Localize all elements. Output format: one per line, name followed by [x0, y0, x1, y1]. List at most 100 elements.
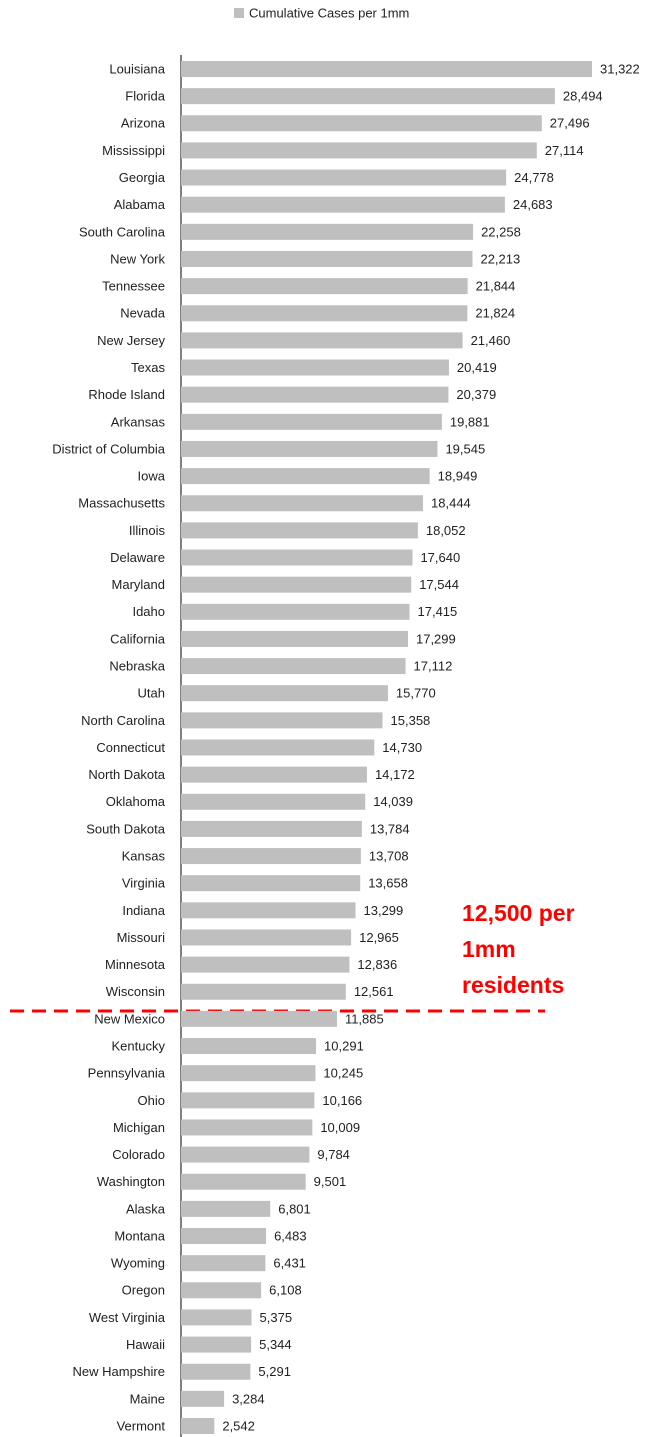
- value-label: 12,965: [359, 930, 399, 945]
- category-label: Alabama: [114, 197, 166, 212]
- category-label: Utah: [138, 686, 165, 701]
- category-label: Oregon: [122, 1283, 165, 1298]
- category-label: Tennessee: [102, 279, 165, 294]
- category-label: North Carolina: [81, 713, 166, 728]
- value-label: 13,708: [369, 848, 409, 863]
- bar: [181, 386, 449, 403]
- value-label: 14,039: [373, 794, 413, 809]
- category-label: New York: [110, 251, 165, 266]
- bar: [181, 820, 362, 837]
- value-label: 18,052: [426, 523, 466, 538]
- value-label: 17,299: [416, 631, 456, 646]
- value-label: 18,444: [431, 496, 471, 511]
- category-label: Alaska: [126, 1201, 166, 1216]
- bar: [181, 712, 383, 729]
- category-label: Idaho: [132, 604, 165, 619]
- value-label: 14,172: [375, 767, 415, 782]
- bar: [181, 1010, 337, 1027]
- value-label: 20,379: [456, 387, 496, 402]
- category-label: Maine: [130, 1391, 165, 1406]
- bar: [181, 875, 361, 892]
- value-label: 14,730: [382, 740, 422, 755]
- bar: [181, 440, 438, 457]
- bar: [181, 549, 413, 566]
- category-label: Maryland: [112, 577, 165, 592]
- bar: [181, 61, 592, 77]
- category-label: South Dakota: [86, 821, 166, 836]
- bar: [181, 1309, 252, 1326]
- category-label: Minnesota: [105, 957, 166, 972]
- value-label: 27,496: [550, 116, 590, 131]
- value-label: 13,299: [364, 903, 404, 918]
- bar: [181, 250, 473, 267]
- category-label: Kentucky: [112, 1038, 166, 1053]
- value-label: 13,658: [368, 876, 408, 891]
- value-label: 28,494: [563, 89, 603, 104]
- bar: [181, 766, 367, 783]
- bar: [181, 1418, 215, 1434]
- bar: [181, 848, 361, 865]
- category-label: Louisiana: [109, 61, 165, 76]
- category-label: Delaware: [110, 550, 165, 565]
- category-label: Wyoming: [111, 1256, 165, 1271]
- value-label: 2,542: [222, 1418, 255, 1433]
- bar: [181, 169, 507, 186]
- category-label: New Jersey: [97, 333, 165, 348]
- category-label: Iowa: [138, 469, 166, 484]
- category-label: Vermont: [117, 1418, 166, 1433]
- category-label: Arizona: [121, 116, 166, 131]
- value-label: 6,431: [273, 1256, 306, 1271]
- value-label: 10,166: [322, 1093, 362, 1108]
- category-label: Rhode Island: [88, 387, 165, 402]
- value-label: 9,501: [314, 1174, 347, 1189]
- value-label: 24,683: [513, 197, 553, 212]
- bar: [181, 196, 505, 213]
- category-label: New Mexico: [94, 1011, 165, 1026]
- value-label: 10,291: [324, 1038, 364, 1053]
- value-label: 10,245: [323, 1066, 363, 1081]
- bar: [181, 468, 430, 485]
- value-label: 9,784: [317, 1147, 350, 1162]
- category-label: Nevada: [120, 306, 166, 321]
- bar: [181, 1200, 271, 1217]
- category-label: Ohio: [138, 1093, 165, 1108]
- bar: [181, 956, 350, 973]
- category-label: Florida: [125, 89, 166, 104]
- bar: [181, 658, 406, 675]
- bar: [181, 522, 418, 539]
- bar: [181, 1390, 225, 1407]
- bar: [181, 630, 408, 647]
- value-label: 21,824: [475, 306, 515, 321]
- bar: [181, 359, 449, 376]
- bar: [181, 1146, 310, 1163]
- bar: [181, 1255, 266, 1272]
- value-label: 17,544: [419, 577, 459, 592]
- bar: [181, 142, 537, 159]
- value-label: 5,344: [259, 1337, 292, 1352]
- category-label: Missouri: [117, 930, 166, 945]
- value-label: 15,770: [396, 686, 436, 701]
- category-label: Massachusetts: [78, 496, 165, 511]
- value-label: 13,784: [370, 821, 410, 836]
- value-label: 19,545: [445, 441, 485, 456]
- value-label: 12,836: [357, 957, 397, 972]
- bar: [181, 576, 412, 593]
- category-label: Montana: [114, 1228, 165, 1243]
- value-label: 19,881: [450, 414, 490, 429]
- value-label: 21,460: [471, 333, 511, 348]
- bar: [181, 223, 474, 240]
- value-label: 12,561: [354, 984, 394, 999]
- value-label: 21,844: [476, 279, 516, 294]
- legend-label: Cumulative Cases per 1mm: [249, 5, 409, 20]
- value-label: 6,483: [274, 1228, 307, 1243]
- category-label: Georgia: [119, 170, 166, 185]
- category-label: Texas: [131, 360, 165, 375]
- category-label: California: [110, 631, 166, 646]
- category-label: Hawaii: [126, 1337, 165, 1352]
- category-label: New Hampshire: [73, 1364, 165, 1379]
- category-label: Oklahoma: [106, 794, 166, 809]
- category-label: Colorado: [112, 1147, 165, 1162]
- annotation: 1mm: [462, 936, 516, 962]
- value-label: 5,291: [258, 1364, 291, 1379]
